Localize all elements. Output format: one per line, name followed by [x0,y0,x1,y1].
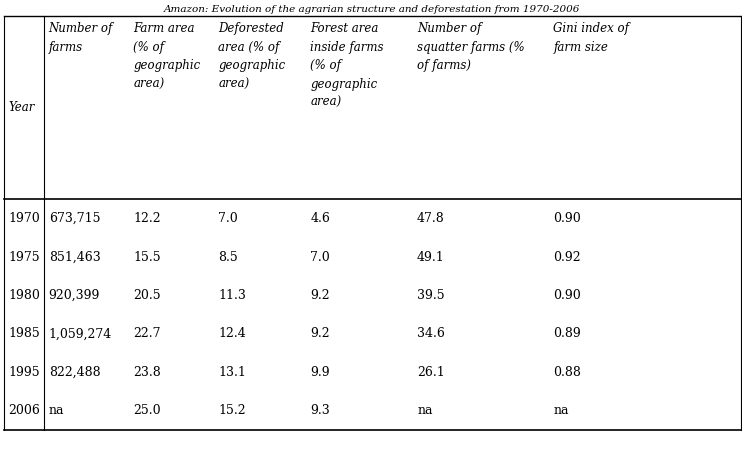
Text: 851,463: 851,463 [49,250,100,264]
Text: 7.0: 7.0 [310,250,330,264]
Text: 0.89: 0.89 [554,327,581,340]
Text: 1,059,274: 1,059,274 [49,327,112,340]
Text: 34.6: 34.6 [417,327,445,340]
Text: 9.2: 9.2 [310,289,330,302]
Text: 12.2: 12.2 [134,212,161,225]
Text: 1985: 1985 [8,327,40,340]
Text: 822,488: 822,488 [49,366,100,379]
Text: 4.6: 4.6 [310,212,330,225]
Text: 9.3: 9.3 [310,404,330,417]
Text: 0.92: 0.92 [554,250,581,264]
Text: Amazon: Evolution of the agrarian structure and deforestation from 1970-2006: Amazon: Evolution of the agrarian struct… [164,5,580,14]
Text: 47.8: 47.8 [417,212,445,225]
Text: Number of
farms: Number of farms [49,22,113,53]
Text: Year: Year [8,101,35,114]
Text: Deforested
area (% of
geographic
area): Deforested area (% of geographic area) [218,22,286,91]
Text: Gini index of
farm size: Gini index of farm size [554,22,629,53]
Text: 13.1: 13.1 [218,366,246,379]
Text: 25.0: 25.0 [134,404,161,417]
Text: 11.3: 11.3 [218,289,246,302]
Text: 1995: 1995 [8,366,40,379]
Text: Number of
squatter farms (%
of farms): Number of squatter farms (% of farms) [417,22,525,72]
Text: 920,399: 920,399 [49,289,100,302]
Text: 7.0: 7.0 [218,212,238,225]
Text: 49.1: 49.1 [417,250,445,264]
Text: 1970: 1970 [8,212,40,225]
Text: na: na [417,404,433,417]
Text: 12.4: 12.4 [218,327,246,340]
Text: 23.8: 23.8 [134,366,161,379]
Text: 0.88: 0.88 [554,366,581,379]
Text: na: na [49,404,65,417]
Text: 20.5: 20.5 [134,289,161,302]
Text: Forest area
inside farms
(% of
geographic
area): Forest area inside farms (% of geographi… [310,22,384,109]
Text: 2006: 2006 [8,404,40,417]
Text: 26.1: 26.1 [417,366,445,379]
Text: 22.7: 22.7 [134,327,161,340]
Text: 1980: 1980 [8,289,40,302]
Text: 39.5: 39.5 [417,289,444,302]
Text: 9.9: 9.9 [310,366,330,379]
Text: na: na [554,404,569,417]
Text: 9.2: 9.2 [310,327,330,340]
Text: 0.90: 0.90 [554,212,581,225]
Text: 8.5: 8.5 [218,250,238,264]
Text: 673,715: 673,715 [49,212,100,225]
Text: Farm area
(% of
geographic
area): Farm area (% of geographic area) [134,22,200,91]
Text: 15.5: 15.5 [134,250,161,264]
Text: 0.90: 0.90 [554,289,581,302]
Text: 15.2: 15.2 [218,404,246,417]
Text: 1975: 1975 [8,250,40,264]
